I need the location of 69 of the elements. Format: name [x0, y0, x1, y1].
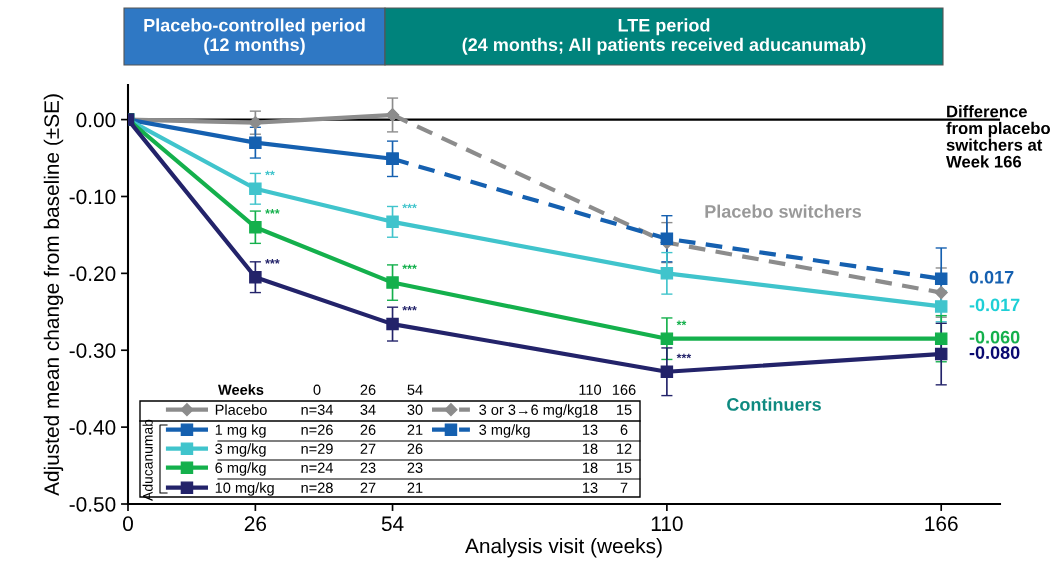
annotation: *** [676, 353, 692, 359]
x-axis-title: Analysis visit (weeks) [465, 538, 662, 558]
annotation: Weeks [218, 384, 264, 395]
annotation: n=34 [301, 404, 333, 415]
y-tick-label: -0.40 [69, 420, 116, 435]
annotation: 27 [360, 482, 376, 493]
legend-label: 3 or 3→6 mg/kg [479, 404, 582, 418]
legend-label: 10 mg/kg [215, 482, 274, 496]
annotation: 30 [407, 404, 423, 415]
y-tick-label: -0.50 [69, 497, 116, 512]
annotation: 18 [583, 462, 598, 473]
annotation: 166 [612, 384, 636, 395]
legend-title: Aducanumab [142, 419, 153, 501]
x-tick-label: 166 [925, 516, 958, 532]
y-tick-label: -0.10 [69, 189, 116, 205]
annotation: 18 [583, 443, 598, 454]
annotation: 21 [407, 482, 423, 493]
annotation: 26 [360, 424, 376, 435]
annotation: 23 [407, 462, 423, 473]
annotation: 54 [407, 384, 423, 395]
annotation: n=26 [301, 424, 333, 435]
y-tick-label: 0.00 [76, 112, 116, 128]
annotation: 34 [360, 404, 376, 415]
legend-label: 6 mg/kg [215, 462, 266, 476]
y-tick-label: -0.30 [69, 343, 116, 358]
annotation: 0.017 [969, 270, 1014, 284]
annotation: 21 [407, 424, 423, 435]
legend-label: Placebo [215, 404, 267, 415]
annotation: 15 [617, 404, 632, 415]
annotation: *** [265, 259, 280, 264]
y-axis-title: Adjusted mean change from baseline (±SE) [43, 94, 64, 496]
annotation: 12 [617, 443, 632, 454]
x-tick-label: 0 [123, 516, 133, 532]
annotation: *** [402, 305, 417, 311]
annotation: 6 [620, 424, 628, 435]
y-tick-label: -0.20 [69, 266, 116, 282]
annotation: 18 [583, 404, 598, 415]
annotation: 27 [360, 443, 376, 454]
x-tick-label: 54 [381, 516, 404, 532]
annotation: -0.017 [969, 298, 1020, 312]
x-tick-label: 110 [651, 516, 683, 532]
annotation: *** [402, 264, 417, 270]
legend-label: 3 mg/kg [215, 443, 266, 457]
annotation: Continuers [727, 397, 821, 411]
annotation: *** [402, 203, 417, 209]
annotation: 110 [579, 384, 602, 395]
annotation: n=24 [301, 462, 333, 473]
annotation: *** [265, 209, 280, 214]
annotation: Placebo switchers [705, 204, 862, 218]
legend-label: 1 mg kg [215, 424, 266, 438]
annotation: 13 [583, 482, 598, 493]
annotation: ** [676, 320, 687, 326]
text: Placebo-controlled period (12 months) [144, 18, 365, 55]
annotation: 23 [360, 462, 376, 473]
annotation: 15 [617, 462, 632, 473]
annotation: 26 [407, 443, 423, 454]
annotation: ** [265, 170, 275, 176]
annotation: -0.080 [969, 346, 1020, 359]
annotation: n=29 [301, 443, 333, 454]
annotation: 0 [313, 384, 321, 395]
annotation: n=28 [301, 482, 333, 493]
text: LTE period (24 months; All patients received aducanumab) [462, 18, 866, 55]
annotation: Difference from placebo switchers at Week 166 [946, 105, 1050, 168]
annotation: 7 [620, 482, 628, 493]
annotation: 26 [360, 384, 376, 395]
x-tick-label: 26 [244, 516, 267, 532]
annotation: 13 [583, 424, 598, 435]
annotation: -0.060 [969, 330, 1020, 344]
legend-label: 3 mg/kg [479, 424, 530, 438]
